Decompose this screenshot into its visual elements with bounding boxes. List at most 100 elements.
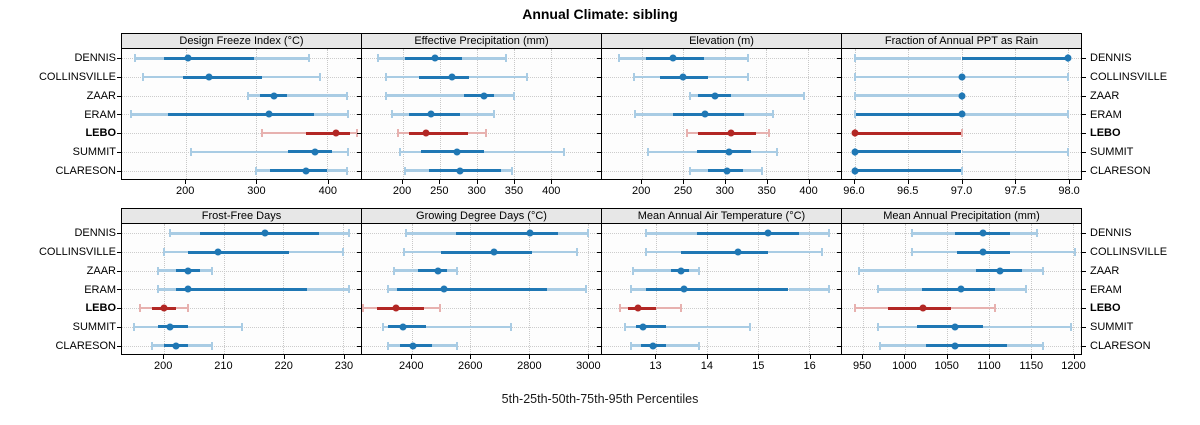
whisker-outer-low (645, 250, 682, 254)
axis-tick (683, 180, 684, 184)
whisker-cap (619, 304, 622, 313)
axis-tick-label: 96.0 (843, 185, 865, 197)
axis-tick-label: 300 (247, 185, 266, 197)
whisker-inner (376, 306, 424, 310)
whisker-cap (585, 285, 588, 294)
site-label-collinsville: COLLINSVILLE (1090, 246, 1168, 259)
whisker-cap (1067, 110, 1070, 119)
row-tick (597, 326, 601, 328)
whisker-cap (393, 266, 396, 275)
whisker-outer-low (404, 250, 442, 254)
axis-tick (862, 355, 864, 359)
percentile-row-zaar (597, 261, 846, 280)
row-tick (117, 345, 121, 347)
whisker-outer-high (951, 306, 996, 310)
axis-tick-label: 3000 (576, 360, 601, 372)
row-tick (357, 151, 361, 153)
panel: Fraction of Annual PPT as Rain 96.0 96.5 97… (837, 33, 1086, 205)
site-label-zaar: ZAAR (1090, 89, 1120, 102)
percentile-row-collinsville (357, 68, 606, 87)
median-dot (951, 342, 959, 350)
whisker-cap (632, 266, 635, 275)
median-dot (649, 342, 657, 350)
whisker-cap (240, 322, 243, 331)
percentile-row-lebo (117, 299, 366, 318)
percentile-row-zaar (837, 261, 1086, 280)
whisker-outer-high (666, 344, 700, 347)
whisker-inner (854, 112, 962, 116)
whisker-cap (747, 54, 750, 63)
row-tick (1082, 326, 1086, 328)
whisker-outer-high (446, 269, 458, 273)
whisker-outer-high (1009, 232, 1038, 235)
panels-row-bottom: Frost-Free Days 200 210 220 230 Growing Degre… (117, 208, 1086, 380)
axis-tick (163, 355, 165, 359)
whisker-cap (456, 341, 459, 350)
whisker-cap (857, 266, 860, 275)
whisker-outer-low (620, 306, 628, 310)
percentile-row-lebo (357, 124, 606, 143)
axis-tick (402, 180, 404, 184)
whisker-inner (645, 287, 789, 291)
whisker-outer-high (656, 306, 682, 310)
median-dot (851, 167, 859, 175)
whisker-cap (644, 229, 647, 238)
percentile-row-zaar (597, 86, 846, 105)
whisker-cap (403, 166, 406, 175)
whisker-outer-low (394, 269, 418, 273)
whisker-outer-high (689, 269, 700, 273)
row-guide (122, 133, 361, 135)
axis-tick (1073, 355, 1075, 359)
row-tick (597, 133, 601, 135)
whisker-inner (698, 131, 757, 135)
percentile-row-dennis (357, 49, 606, 68)
whisker-cap (505, 54, 508, 63)
whisker-outer-low (397, 131, 409, 135)
percentile-row-lebo (357, 299, 606, 318)
whisker-cap (802, 91, 805, 100)
whisker-inner (854, 150, 962, 154)
median-dot (440, 285, 448, 293)
row-tick (117, 58, 121, 60)
whisker-outer-low (143, 75, 183, 79)
row-tick (1082, 289, 1086, 291)
percentile-row-clareson (357, 161, 606, 180)
row-guide (122, 95, 361, 97)
whisker-outer-low (391, 113, 409, 116)
whisker-inner (175, 287, 308, 291)
axis-tick (724, 180, 726, 184)
whisker-outer-low (400, 150, 422, 154)
percentile-row-eram (837, 280, 1086, 299)
whisker-outer-high (459, 113, 494, 116)
whisker-outer-low (618, 57, 646, 60)
whisker-cap (617, 54, 620, 63)
whisker-outer-high (704, 57, 749, 60)
row-tick (1082, 114, 1086, 116)
axis-tick (1031, 355, 1033, 359)
median-dot (480, 92, 488, 100)
whisker-outer-high (319, 232, 350, 235)
whisker-outer-high (708, 75, 749, 79)
whisker-cap (686, 129, 689, 138)
axis-tick (343, 355, 345, 359)
site-label-collinsville: COLLINSVILLE (38, 71, 116, 84)
whisker-outer-high (175, 306, 188, 310)
axis-tick (655, 355, 657, 359)
site-label-eram: ERAM (84, 108, 116, 121)
x-axis: 13 14 15 16 (601, 355, 842, 380)
whisker-outer-high (961, 113, 1069, 116)
whisker-cap (396, 129, 399, 138)
whisker-cap (246, 91, 249, 100)
whisker-outer-high (262, 75, 320, 79)
axis-tick-label: 14 (700, 360, 713, 372)
whisker-outer-high (426, 325, 512, 329)
median-dot (399, 323, 407, 331)
whisker-outer-high (961, 75, 1069, 79)
axis-tick-label: 15 (752, 360, 765, 372)
whisker-outer-high (423, 306, 440, 310)
axis-tick (476, 180, 478, 184)
whisker-outer-high (314, 113, 349, 116)
whisker-outer-low (363, 306, 377, 310)
row-guide (602, 308, 841, 310)
site-label-eram: ERAM (1090, 108, 1122, 121)
